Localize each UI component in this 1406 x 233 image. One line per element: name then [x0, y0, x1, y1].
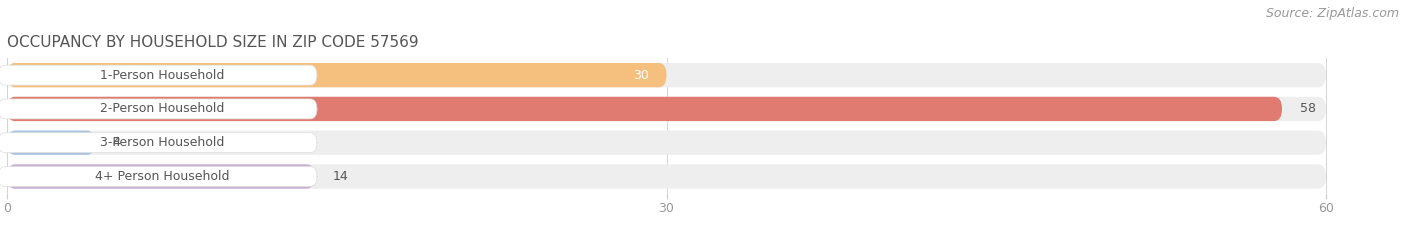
FancyBboxPatch shape: [0, 133, 316, 153]
FancyBboxPatch shape: [7, 97, 1282, 121]
Text: 1-Person Household: 1-Person Household: [100, 69, 224, 82]
FancyBboxPatch shape: [7, 164, 315, 189]
Text: 30: 30: [633, 69, 650, 82]
Text: 3-Person Household: 3-Person Household: [100, 136, 224, 149]
FancyBboxPatch shape: [7, 63, 666, 87]
Text: OCCUPANCY BY HOUSEHOLD SIZE IN ZIP CODE 57569: OCCUPANCY BY HOUSEHOLD SIZE IN ZIP CODE …: [7, 35, 419, 50]
FancyBboxPatch shape: [0, 167, 316, 186]
FancyBboxPatch shape: [0, 99, 316, 119]
Text: 58: 58: [1299, 103, 1316, 115]
Text: 4: 4: [112, 136, 121, 149]
FancyBboxPatch shape: [7, 130, 96, 155]
Text: 2-Person Household: 2-Person Household: [100, 103, 224, 115]
FancyBboxPatch shape: [7, 97, 1326, 121]
FancyBboxPatch shape: [7, 63, 1326, 87]
FancyBboxPatch shape: [0, 65, 316, 85]
FancyBboxPatch shape: [7, 164, 1326, 189]
FancyBboxPatch shape: [7, 130, 1326, 155]
Text: Source: ZipAtlas.com: Source: ZipAtlas.com: [1265, 7, 1399, 20]
Text: 4+ Person Household: 4+ Person Household: [94, 170, 229, 183]
Text: 14: 14: [332, 170, 349, 183]
